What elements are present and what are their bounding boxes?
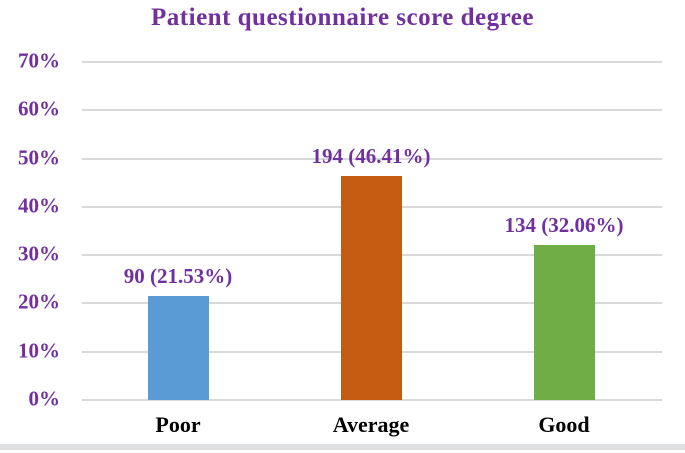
bar-value-label-good: 134 (32.06%) xyxy=(504,213,624,238)
y-tick-label: 30% xyxy=(18,241,60,266)
y-tick-label: 10% xyxy=(18,338,60,363)
bar-poor xyxy=(147,296,209,400)
bar-average xyxy=(340,175,402,400)
gridline xyxy=(82,399,662,401)
gridline xyxy=(82,109,662,112)
chart-title: Patient questionnaire score degree xyxy=(151,4,534,31)
gridline xyxy=(82,157,662,160)
y-axis: 70% 60% 50% 40% 30% 20% 10% 0% xyxy=(0,0,62,453)
y-tick-label: 60% xyxy=(18,96,60,121)
x-axis: Poor Average Good xyxy=(0,410,685,444)
y-tick-label: 40% xyxy=(18,193,60,218)
bar-good xyxy=(533,245,595,400)
y-tick-label: 0% xyxy=(28,386,61,411)
y-tick-label: 50% xyxy=(18,145,60,170)
x-tick-label-good: Good xyxy=(538,412,590,437)
x-tick-label-poor: Poor xyxy=(155,412,201,437)
x-tick-label-average: Average xyxy=(332,412,410,437)
bar-value-label-average: 194 (46.41%) xyxy=(311,143,431,168)
figure-bottom-border xyxy=(0,444,685,450)
bar-value-label-poor: 90 (21.53%) xyxy=(123,264,233,289)
y-tick-label: 20% xyxy=(18,289,60,314)
plot-area: 90 (21.53%) 194 (46.41%) 134 (32.06%) xyxy=(82,61,662,401)
y-tick-label: 70% xyxy=(18,48,60,73)
gridline xyxy=(82,61,662,63)
